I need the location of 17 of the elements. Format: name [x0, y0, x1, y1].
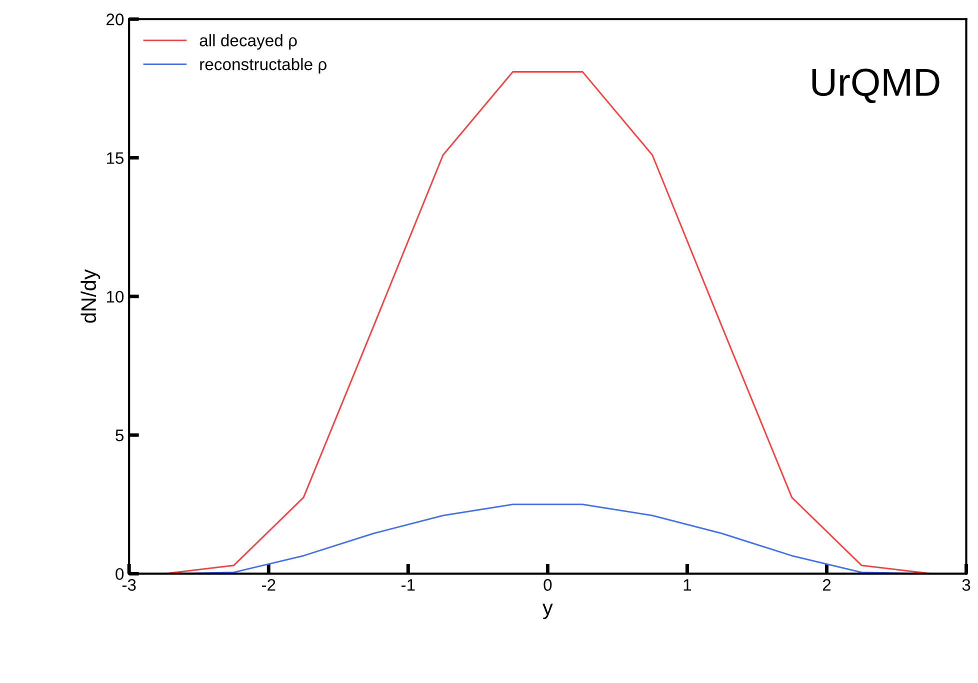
- x-tick-label: -1: [401, 579, 415, 591]
- legend-label: reconstructable ρ: [200, 58, 326, 74]
- x-tick-label: 0: [544, 579, 552, 591]
- y-tick-label: 0: [116, 568, 124, 580]
- y-tick-label: 15: [106, 152, 124, 164]
- x-tick-label: -2: [262, 579, 276, 591]
- legend-label: all decayed ρ: [200, 34, 297, 50]
- y-tick-label: 20: [106, 14, 124, 26]
- annotation: UrQMD: [812, 68, 940, 104]
- y-tick-label: 5: [116, 430, 124, 442]
- x-axis-title: y: [542, 604, 553, 620]
- x-tick-label: 3: [962, 579, 970, 591]
- y-axis-title: dN/dy: [80, 269, 100, 323]
- y-tick-label: 10: [106, 290, 124, 303]
- x-tick-label: -3: [122, 579, 136, 591]
- x-tick-label: 2: [822, 579, 831, 591]
- x-tick-label: 1: [684, 579, 692, 591]
